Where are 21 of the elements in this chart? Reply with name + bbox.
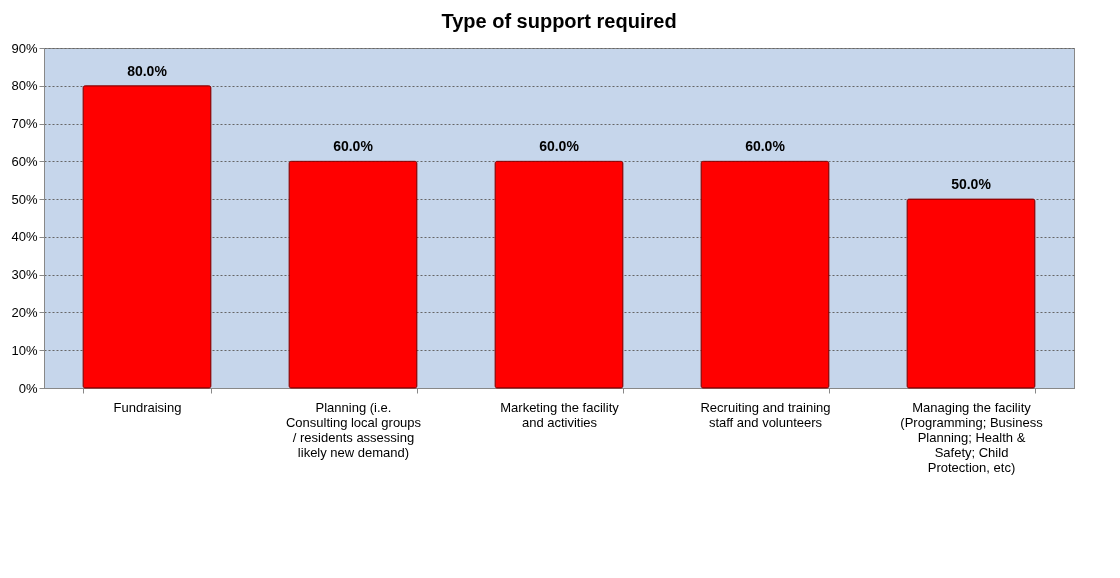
x-tick-label: Planning (i.e. Consulting local groups / residents assessing likely new demand) xyxy=(285,399,422,460)
y-tick-label: 0% xyxy=(18,380,38,396)
y-tick-label: 30% xyxy=(11,267,38,283)
x-tick-label: Fundraising xyxy=(113,399,182,415)
y-tick-label: 40% xyxy=(11,229,38,245)
data-label: 50.0% xyxy=(951,176,992,193)
x-tick-label: Managing the facility (Programming; Business Planning; Health & Safety; Child Protection, etc) xyxy=(900,399,1044,475)
data-label: 60.0% xyxy=(539,138,580,155)
data-label: 80.0% xyxy=(127,62,168,79)
x-tick-label: Recruiting and training staff and volunteers xyxy=(700,399,831,430)
data-label: 60.0% xyxy=(745,138,786,155)
y-tick-label: 80% xyxy=(11,78,38,94)
y-tick-label: 10% xyxy=(11,342,38,358)
y-tick-label: 20% xyxy=(11,304,38,320)
y-tick-label: 70% xyxy=(11,116,38,132)
chart-title: Type of support required xyxy=(441,10,677,32)
y-tick-label: 90% xyxy=(11,40,38,56)
y-tick-label: 50% xyxy=(11,191,38,207)
y-tick-label: 60% xyxy=(11,153,38,169)
x-tick-label: Marketing the facility and activities xyxy=(500,399,620,430)
data-label: 60.0% xyxy=(333,138,374,155)
